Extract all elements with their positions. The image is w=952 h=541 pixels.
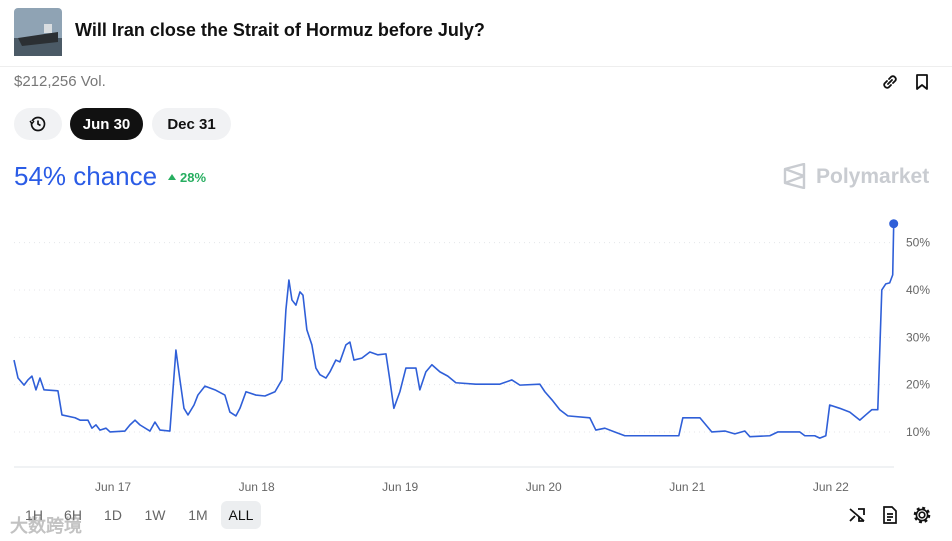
range-button[interactable]: ALL: [221, 501, 261, 529]
x-tick-label: Jun 22: [813, 480, 849, 494]
range-button[interactable]: 1H: [25, 507, 43, 523]
y-tick-label: 20%: [906, 378, 930, 392]
range-button[interactable]: 6H: [64, 507, 82, 523]
y-tick-label: 50%: [906, 236, 930, 250]
x-tick-label: Jun 19: [382, 480, 418, 494]
y-tick-label: 40%: [906, 283, 930, 297]
history-icon: [29, 116, 46, 132]
brand-logo: [783, 163, 806, 189]
range-button[interactable]: 1M: [188, 507, 208, 523]
range-button[interactable]: 1W: [144, 507, 166, 523]
x-tick-label: Jun 17: [95, 480, 131, 494]
x-tick-label: Jun 18: [239, 480, 275, 494]
shuffle-icon[interactable]: [848, 505, 868, 525]
x-tick-label: Jun 20: [526, 480, 562, 494]
link-icon[interactable]: [880, 72, 900, 92]
chance-change: 28%: [180, 170, 207, 185]
price-line: [13, 223, 895, 439]
x-tick-label: Jun 21: [669, 480, 705, 494]
date-tab[interactable]: Dec 31: [152, 108, 231, 140]
bookmark-icon[interactable]: [912, 72, 932, 92]
watermark: 大数跨境: [10, 516, 82, 536]
last-point: [889, 219, 899, 229]
up-arrow: [168, 174, 176, 180]
y-tick-label: 10%: [906, 425, 930, 439]
settings-icon[interactable]: [912, 505, 932, 525]
market-title: Will Iran close the Strait of Hormuz bef…: [75, 20, 485, 40]
document-icon[interactable]: [880, 505, 900, 525]
date-tab[interactable]: Jun 30: [70, 108, 143, 140]
brand-name: Polymarket: [816, 165, 930, 188]
chance-label: 54% chance: [14, 161, 158, 191]
y-tick-label: 30%: [906, 330, 930, 344]
divider: [0, 66, 952, 67]
range-button[interactable]: 1D: [104, 507, 122, 523]
market-thumbnail: [14, 8, 62, 56]
volume: $212,256 Vol.: [14, 73, 106, 90]
history-button[interactable]: [14, 108, 62, 140]
